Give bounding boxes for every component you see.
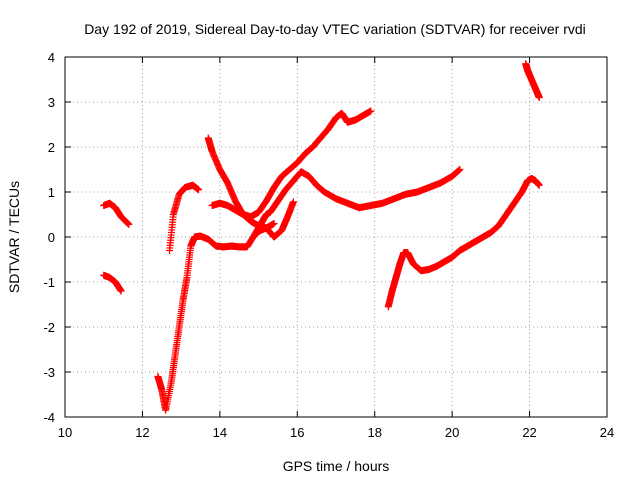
chart-title: Day 192 of 2019, Sidereal Day-to-day VTE… <box>84 21 586 37</box>
x-tick-label: 16 <box>290 425 304 440</box>
y-tick-label: 4 <box>48 50 55 65</box>
y-tick-label: 1 <box>48 185 55 200</box>
data-point <box>367 107 375 115</box>
series-arc-9 <box>522 60 543 101</box>
y-tick-label: -3 <box>43 365 55 380</box>
data-point <box>535 94 543 101</box>
series-arc-8 <box>384 175 543 311</box>
data-points <box>100 60 543 414</box>
data-point <box>125 220 133 228</box>
data-point <box>535 181 543 189</box>
grid <box>65 57 607 417</box>
series-arc-6 <box>208 107 375 221</box>
series-arc-4 <box>166 181 203 254</box>
data-point <box>270 220 278 227</box>
x-axis-label: GPS time / hours <box>283 458 390 474</box>
series-arc-3 <box>154 198 297 414</box>
data-point <box>456 166 464 173</box>
series-arc-7 <box>251 166 464 239</box>
series-arc-1 <box>100 199 133 228</box>
y-axis-label: SDTVAR / TECUs <box>6 181 22 293</box>
x-tick-label: 12 <box>135 425 149 440</box>
x-tick-label: 10 <box>58 425 72 440</box>
y-tick-label: 2 <box>48 140 55 155</box>
data-point <box>195 186 203 194</box>
data-point <box>289 198 297 206</box>
y-tick-label: -4 <box>43 410 55 425</box>
series-arc-2 <box>100 271 125 295</box>
y-tick-label: -2 <box>43 320 55 335</box>
y-tick-label: 3 <box>48 95 55 110</box>
x-tick-label: 14 <box>213 425 227 440</box>
data-point <box>117 287 125 295</box>
x-tick-label: 24 <box>600 425 614 440</box>
y-tick-label: -1 <box>43 275 55 290</box>
x-tick-label: 18 <box>367 425 381 440</box>
x-tick-label: 20 <box>445 425 459 440</box>
x-tick-label: 22 <box>522 425 536 440</box>
y-tick-label: 0 <box>48 230 55 245</box>
